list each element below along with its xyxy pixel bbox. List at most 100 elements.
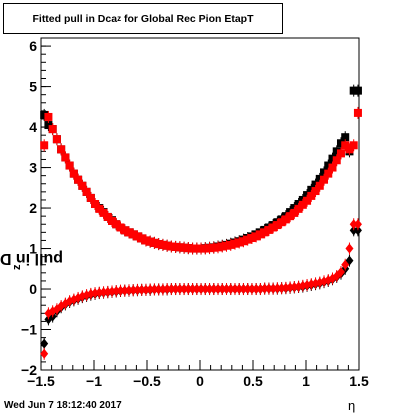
data-point: [48, 123, 57, 136]
diamond-marker: [154, 284, 163, 295]
data-point: [61, 151, 70, 164]
data-point: [315, 179, 324, 192]
data-point: [336, 147, 345, 160]
data-point: [184, 242, 193, 255]
diamond-marker: [184, 284, 193, 295]
data-point: [65, 159, 74, 172]
square-marker: [235, 238, 244, 247]
square-marker: [218, 242, 227, 251]
data-point: [226, 238, 235, 251]
square-marker: [129, 230, 138, 239]
square-marker: [158, 240, 167, 249]
data-point: [137, 283, 146, 296]
square-marker: [133, 232, 142, 241]
diamond-marker: [247, 284, 256, 295]
square-marker: [315, 174, 324, 183]
diamond-marker: [133, 284, 142, 295]
square-marker: [311, 180, 320, 189]
square-marker: [82, 187, 91, 196]
data-point: [214, 241, 223, 254]
square-marker: [328, 163, 337, 172]
data-point: [205, 283, 214, 296]
square-marker: [120, 226, 129, 235]
diamond-marker: [239, 284, 248, 295]
data-point: [260, 282, 269, 295]
square-marker: [320, 175, 329, 184]
data-point: [218, 240, 227, 253]
square-marker: [252, 232, 261, 241]
data-point: [247, 232, 256, 245]
square-marker: [150, 238, 159, 247]
square-marker: [40, 141, 49, 150]
square-marker: [303, 196, 312, 205]
data-point: [192, 283, 201, 296]
square-marker: [328, 154, 337, 163]
data-point: [158, 238, 167, 251]
canvas-timestamp: Wed Jun 7 18:12:40 2017: [4, 400, 122, 411]
diamond-marker: [264, 283, 273, 294]
square-marker: [184, 244, 193, 253]
diamond-marker: [120, 285, 129, 296]
square-marker: [256, 230, 265, 239]
data-point: [349, 139, 358, 152]
data-point: [218, 283, 227, 296]
data-point: [180, 241, 189, 254]
square-marker: [336, 139, 345, 148]
data-point: [286, 210, 295, 223]
diamond-marker: [235, 284, 244, 295]
square-marker: [205, 244, 214, 253]
square-marker: [124, 228, 133, 237]
square-marker: [197, 244, 206, 253]
diamond-marker: [197, 284, 206, 295]
data-point: [74, 173, 83, 186]
data-point: [226, 283, 235, 296]
x-axis-label: η: [348, 398, 356, 413]
data-point: [116, 284, 125, 297]
data-point: [124, 226, 133, 239]
data-point: [78, 179, 87, 192]
data-point: [91, 198, 100, 210]
diamond-marker: [171, 284, 180, 295]
square-marker: [44, 112, 53, 121]
data-point: [273, 219, 282, 232]
diamond-marker: [349, 219, 358, 230]
chart-title-suffix: for Global Rec Pion EtapT: [121, 12, 254, 25]
axis-ticks: [40, 37, 360, 371]
data-point: [277, 216, 286, 229]
data-point: [146, 283, 155, 296]
data-point: [303, 194, 312, 207]
data-point: [163, 283, 172, 296]
square-marker: [214, 243, 223, 252]
diamond-marker: [116, 285, 125, 296]
diamond-marker: [345, 243, 354, 254]
y-tick-label: 3: [29, 160, 37, 176]
data-point: [188, 283, 197, 296]
data-point: [264, 282, 273, 295]
data-point: [353, 84, 362, 97]
data-point: [146, 235, 155, 248]
y-tick-label: 4: [29, 119, 37, 135]
data-point: [40, 108, 49, 121]
data-point: [349, 84, 358, 97]
chart-title-subscript: z: [117, 14, 122, 23]
square-marker: [353, 108, 362, 117]
data-point: [197, 283, 206, 296]
data-point: [239, 283, 248, 296]
square-marker: [65, 161, 74, 170]
data-point: [188, 242, 197, 255]
data-point: [205, 242, 214, 255]
data-point: [324, 167, 333, 180]
diamond-marker: [214, 284, 223, 295]
data-point: [150, 236, 159, 249]
square-marker: [91, 200, 100, 208]
data-point: [214, 283, 223, 296]
square-marker: [154, 240, 163, 249]
square-marker: [307, 191, 316, 200]
data-point: [69, 167, 78, 180]
diamond-marker: [175, 284, 184, 295]
data-point: [235, 236, 244, 249]
diamond-marker: [222, 284, 231, 295]
x-tick-label: 1: [302, 373, 310, 389]
data-point: [230, 237, 239, 250]
